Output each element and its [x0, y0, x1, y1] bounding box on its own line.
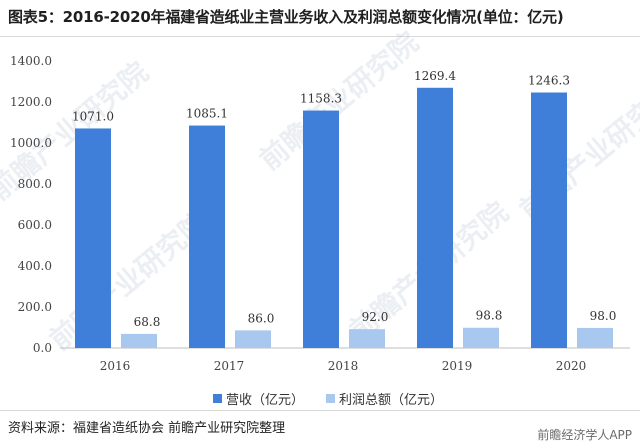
profit-bar: [349, 329, 385, 348]
title-divider: [0, 36, 640, 37]
y-tick-label: 800.0: [18, 177, 52, 191]
legend-label-profit: 利润总额（亿元）: [339, 393, 444, 408]
revenue-bar: [75, 128, 111, 348]
y-tick-label: 400.0: [18, 259, 52, 273]
legend: 营收（亿元） 利润总额（亿元）: [0, 389, 640, 409]
x-tick-label: 2018: [328, 359, 359, 373]
y-tick-label: 1000.0: [10, 136, 52, 150]
revenue-data-label: 1085.1: [186, 107, 228, 121]
legend-item-revenue: 营收（亿元）: [213, 389, 304, 408]
legend-swatch-profit: [326, 394, 335, 403]
profit-bar: [235, 330, 271, 348]
profit-data-label: 68.8: [134, 315, 161, 329]
bar-chart: 0.0 200.0 400.0 600.0 800.0 1000.0 1200.0 1400.…: [10, 54, 630, 373]
profit-bar: [121, 333, 157, 348]
x-tick-label: 2019: [442, 359, 473, 373]
source-divider: [0, 410, 640, 411]
brand-watermark: 前瞻经济学人APP: [537, 428, 632, 442]
legend-item-profit: 利润总额（亿元）: [326, 389, 443, 408]
revenue-bar: [303, 110, 339, 349]
revenue-bar: [417, 87, 453, 348]
profit-data-label: 98.0: [590, 309, 617, 323]
revenue-bar: [189, 125, 225, 348]
profit-bar: [463, 327, 499, 348]
y-tick-label: 200.0: [18, 300, 52, 314]
profit-bar: [577, 327, 613, 348]
source-note: 资料来源：福建省造纸协会 前瞻产业研究院整理: [8, 421, 286, 436]
y-tick-label: 600.0: [18, 218, 52, 232]
revenue-data-label: 1246.3: [528, 74, 570, 88]
x-tick-label: 2017: [214, 359, 245, 373]
y-tick-label: 1200.0: [10, 95, 52, 109]
revenue-data-label: 1269.4: [414, 69, 456, 83]
chart-title: 图表5：2016-2020年福建省造纸业主营业务收入及利润总额变化情况(单位：亿…: [8, 8, 564, 26]
legend-swatch-revenue: [213, 394, 222, 403]
y-tick-label: 1400.0: [10, 54, 52, 68]
legend-label-revenue: 营收（亿元）: [226, 393, 305, 408]
x-tick-label: 2020: [556, 359, 587, 373]
revenue-data-label: 1158.3: [300, 92, 342, 106]
revenue-bar: [531, 92, 567, 348]
x-tick-label: 2016: [100, 359, 131, 373]
profit-data-label: 92.0: [362, 310, 389, 324]
y-tick-label: 0.0: [33, 341, 52, 355]
revenue-data-label: 1071.0: [72, 109, 114, 123]
profit-data-label: 98.8: [476, 309, 503, 323]
profit-data-label: 86.0: [248, 311, 275, 325]
